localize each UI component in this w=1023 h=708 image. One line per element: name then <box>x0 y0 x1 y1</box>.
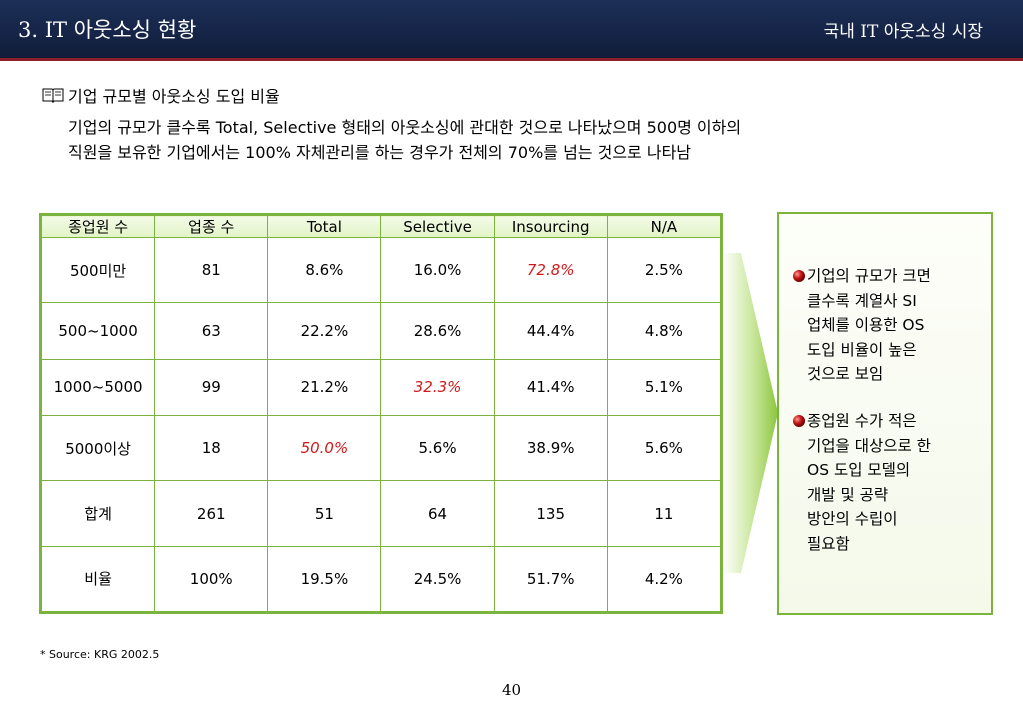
table-cell: 1000~5000 <box>40 358 156 417</box>
header-industries: 업종 수 <box>154 215 269 238</box>
header-insourcing: Insourcing <box>493 215 608 238</box>
note-line: OS 도입 모델의 <box>807 461 911 479</box>
note-item: 종업원 수가 적은 기업을 대상으로 한 OS 도입 모델의 개발 및 공략 방… <box>791 409 981 556</box>
table-cell: 2.5% <box>606 236 722 304</box>
table-cell: 81 <box>154 236 269 304</box>
table-row: 합계 261 51 64 135 11 <box>40 480 722 547</box>
table-cell: 5.6% <box>380 415 495 482</box>
header-na: N/A <box>606 215 722 238</box>
note-item: 기업의 규모가 크면 클수록 계열사 SI 업체를 이용한 OS 도입 비율이 … <box>791 264 981 387</box>
section-description: 기업의 규모가 클수록 Total, Selective 형태의 아웃소싱에 관… <box>68 115 1008 165</box>
source-note: * Source: KRG 2002.5 <box>40 648 160 661</box>
table-cell: 합계 <box>40 480 156 547</box>
section-heading: 기업 규모별 아웃소싱 도입 비율 <box>42 83 280 107</box>
description-line: 기업의 규모가 클수록 Total, Selective 형태의 아웃소싱에 관… <box>68 118 742 137</box>
note-line: 종업원 수가 적은 <box>807 412 917 430</box>
highlighted-cell: 32.3% <box>380 358 495 417</box>
table-row: 500미만 81 8.6% 16.0% 72.8% 2.5% <box>40 236 722 304</box>
summary-note-box: 기업의 규모가 크면 클수록 계열사 SI 업체를 이용한 OS 도입 비율이 … <box>777 212 993 615</box>
page-title: 3. IT 아웃소싱 현황 <box>18 18 197 42</box>
table-cell: 99 <box>154 358 269 417</box>
table-cell: 41.4% <box>493 358 608 417</box>
table-cell: 5.1% <box>606 358 722 417</box>
table-cell: 100% <box>154 545 269 613</box>
table-cell: 18 <box>154 415 269 482</box>
note-line: 업체를 이용한 OS <box>807 316 925 334</box>
table-cell: 38.9% <box>493 415 608 482</box>
table-row: 비율 100% 19.5% 24.5% 51.7% 4.2% <box>40 545 722 613</box>
table-cell: 135 <box>493 480 608 547</box>
description-line: 직원을 보유한 기업에서는 100% 자체관리를 하는 경우가 전체의 70%를… <box>68 143 692 162</box>
table-cell: 4.2% <box>606 545 722 613</box>
highlighted-cell: 50.0% <box>267 415 382 482</box>
page-number: 40 <box>501 681 522 699</box>
page-subtitle: 국내 IT 아웃소싱 시장 <box>823 22 983 42</box>
chevron-arrow-icon <box>723 253 778 573</box>
table-cell: 11 <box>606 480 722 547</box>
header-selective: Selective <box>380 215 495 238</box>
table-cell: 64 <box>380 480 495 547</box>
book-icon <box>42 87 64 104</box>
note-line: 클수록 계열사 SI <box>807 291 917 310</box>
note-line: 기업을 대상으로 한 <box>807 436 931 455</box>
table-header-row: 종업원 수 업종 수 Total Selective Insourcing N/… <box>40 215 722 238</box>
note-line: 필요함 <box>807 534 850 553</box>
table-row: 1000~5000 99 21.2% 32.3% 41.4% 5.1% <box>40 358 722 417</box>
table-cell: 5.6% <box>606 415 722 482</box>
note-line: 도입 비율이 높은 <box>807 340 917 359</box>
table-cell: 28.6% <box>380 302 495 360</box>
table-cell: 21.2% <box>267 358 382 417</box>
red-ball-bullet-icon <box>793 415 805 427</box>
table-cell: 500~1000 <box>40 302 156 360</box>
table-cell: 63 <box>154 302 269 360</box>
outsourcing-ratio-table: 종업원 수 업종 수 Total Selective Insourcing N/… <box>39 213 723 614</box>
table-cell: 51 <box>267 480 382 547</box>
note-line: 것으로 보임 <box>807 365 884 383</box>
note-line: 개발 및 공략 <box>807 485 889 504</box>
header-employees: 종업원 수 <box>40 215 156 238</box>
table-cell: 19.5% <box>267 545 382 613</box>
table-cell: 4.8% <box>606 302 722 360</box>
header-bar: 3. IT 아웃소싱 현황 국내 IT 아웃소싱 시장 <box>0 0 1023 61</box>
table-row: 5000이상 18 50.0% 5.6% 38.9% 5.6% <box>40 415 722 482</box>
table-cell: 24.5% <box>380 545 495 613</box>
table-cell: 22.2% <box>267 302 382 360</box>
section-title: 기업 규모별 아웃소싱 도입 비율 <box>68 87 280 106</box>
table-cell: 16.0% <box>380 236 495 304</box>
table-cell: 5000이상 <box>40 415 156 482</box>
table-cell: 비율 <box>40 545 156 613</box>
table-cell: 261 <box>154 480 269 547</box>
table-row: 500~1000 63 22.2% 28.6% 44.4% 4.8% <box>40 302 722 360</box>
note-line: 기업의 규모가 크면 <box>807 267 931 285</box>
note-line: 방안의 수립이 <box>807 510 898 528</box>
table-cell: 51.7% <box>493 545 608 613</box>
header-total: Total <box>267 215 382 238</box>
highlighted-cell: 72.8% <box>493 236 608 304</box>
table-cell: 500미만 <box>40 236 156 304</box>
red-ball-bullet-icon <box>793 270 805 282</box>
table-cell: 44.4% <box>493 302 608 360</box>
table-cell: 8.6% <box>267 236 382 304</box>
